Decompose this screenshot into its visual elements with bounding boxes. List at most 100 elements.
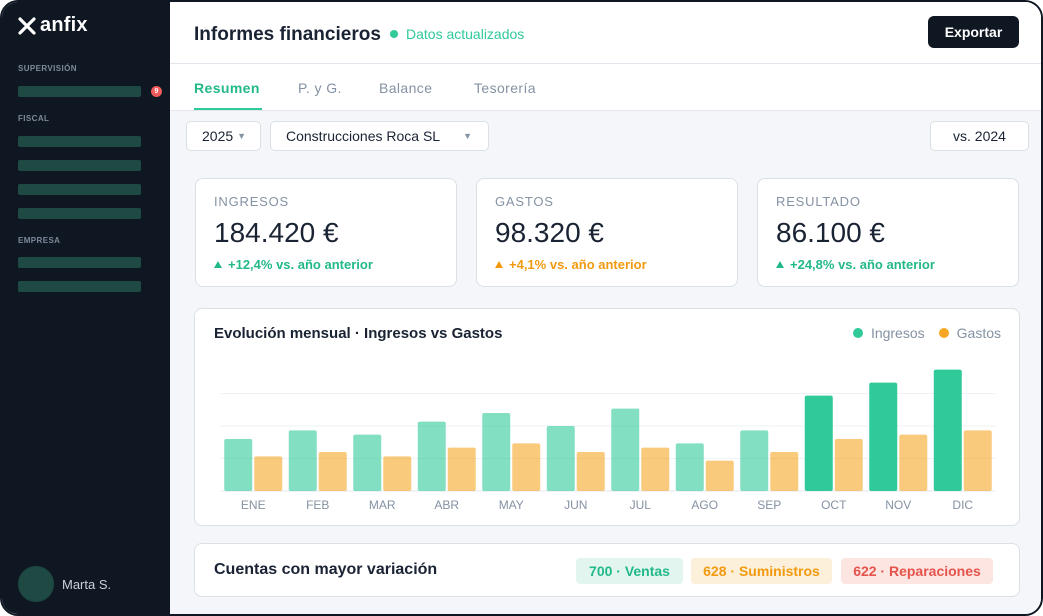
bar-gastos-may[interactable] — [512, 443, 541, 491]
sidebar-item-fiscal-2[interactable] — [18, 160, 141, 171]
bar-ingresos-ago[interactable] — [675, 443, 704, 491]
bar-ingresos-oct[interactable] — [804, 395, 833, 491]
kpi-value: 184.420 € — [214, 217, 339, 248]
bar-ingresos-sep[interactable] — [740, 430, 769, 491]
legend-dot-icon — [852, 328, 863, 338]
bar-gastos-nov[interactable] — [899, 434, 928, 491]
kpi-delta: +12,4% vs. año anterior — [214, 257, 373, 272]
nav-section-fiscal: FISCAL — [18, 114, 50, 123]
account-pill-suministros[interactable]: 628 · Suministros — [691, 558, 832, 584]
notification-badge: 9 — [151, 86, 162, 97]
avatar — [18, 566, 54, 602]
tab-tesoreria[interactable]: Tesorería — [474, 80, 536, 96]
status-indicator: Datos actualizados — [390, 26, 524, 42]
sidebar: anfix SUPERVISIÓN 9 FISCAL EMPRESA Marta… — [2, 2, 170, 614]
bar-ingresos-jun[interactable] — [546, 426, 575, 491]
year-select[interactable]: 2025 ▼ — [186, 121, 261, 151]
kpi-card-ingresos: INGRESOS 184.420 € +12,4% vs. año anteri… — [195, 178, 457, 287]
tab-pyg[interactable]: P. y G. — [298, 80, 342, 96]
bar-ingresos-jul[interactable] — [611, 408, 640, 491]
tab-bar: Resumen P. y G. Balance Tesorería — [170, 64, 1041, 111]
monthly-bar-chart: ENE FEB MAR ABR MAY JUN JUL AGO SEP OCT NOV DIC — [221, 369, 995, 512]
bar-ingresos-dic[interactable] — [933, 369, 962, 491]
bar-gastos-ene[interactable] — [254, 456, 283, 491]
x-tick-label: JUL — [630, 498, 652, 512]
kpi-label: GASTOS — [495, 194, 554, 209]
x-tick-label: FEB — [306, 498, 329, 512]
x-tick-label: MAY — [499, 498, 524, 512]
x-tick-label: JUN — [564, 498, 587, 512]
arrow-up-icon — [776, 261, 784, 268]
active-tab-indicator — [194, 108, 262, 110]
tab-resumen[interactable]: Resumen — [194, 80, 260, 96]
kpi-label: RESULTADO — [776, 194, 861, 209]
logo-text: anfix — [40, 14, 88, 36]
nav-section-empresa: EMPRESA — [18, 236, 61, 245]
x-tick-label: ENE — [241, 498, 266, 512]
chart-legend: Ingresos Gastos — [852, 325, 1001, 341]
x-tick-label: NOV — [885, 498, 911, 512]
x-tick-label: SEP — [757, 498, 781, 512]
legend-item-ingresos: Ingresos — [852, 325, 925, 341]
compare-select[interactable]: vs. 2024 — [930, 121, 1029, 151]
year-value: 2025 — [202, 128, 234, 144]
user-name: Marta S. — [62, 576, 112, 592]
bar-gastos-abr[interactable] — [447, 447, 476, 491]
legend-dot-icon — [938, 328, 949, 338]
bar-gastos-mar[interactable] — [383, 456, 412, 491]
top-bar: Informes financieros Datos actualizados … — [170, 2, 1041, 64]
tab-balance[interactable]: Balance — [379, 80, 433, 96]
status-text: Datos actualizados — [406, 26, 525, 42]
legend-item-gastos: Gastos — [938, 325, 1001, 341]
accounts-variation-card: Cuentas con mayor variación 700 · Ventas… — [194, 543, 1020, 597]
account-pill-reparaciones[interactable]: 622 · Reparaciones — [841, 558, 993, 584]
legend-label: Ingresos — [870, 325, 925, 341]
kpi-value: 86.100 € — [776, 217, 885, 248]
x-tick-label: AGO — [691, 498, 718, 512]
accounts-title: Cuentas con mayor variación — [214, 561, 438, 578]
status-dot-icon — [390, 30, 398, 38]
x-tick-label: DIC — [952, 498, 973, 512]
bar-ingresos-abr[interactable] — [417, 421, 446, 491]
kpi-value: 98.320 € — [495, 217, 604, 248]
kpi-label: INGRESOS — [214, 194, 290, 209]
main-content: Informes financieros Datos actualizados … — [170, 2, 1041, 614]
bar-gastos-dic[interactable] — [963, 430, 992, 491]
bar-gastos-jul[interactable] — [641, 447, 670, 491]
sidebar-item-fiscal-1[interactable] — [18, 136, 141, 147]
sidebar-item-supervision-1[interactable] — [18, 86, 141, 97]
bar-ingresos-nov[interactable] — [869, 382, 898, 491]
account-pill-ventas[interactable]: 700 · Ventas — [576, 558, 683, 584]
x-tick-label: OCT — [821, 498, 847, 512]
user-profile[interactable]: Marta S. — [18, 566, 111, 602]
kpi-delta-text: +12,4% vs. año anterior — [228, 257, 373, 272]
bar-gastos-feb[interactable] — [318, 452, 347, 491]
sidebar-item-fiscal-4[interactable] — [18, 208, 141, 219]
company-value: Construcciones Roca SL — [286, 128, 441, 144]
chart-title: Evolución mensual · Ingresos vs Gastos — [214, 325, 503, 342]
anfix-x-icon — [18, 16, 36, 35]
sidebar-item-empresa-2[interactable] — [18, 281, 141, 292]
arrow-up-icon — [495, 261, 503, 268]
chevron-down-icon: ▼ — [237, 131, 247, 141]
export-button[interactable]: Exportar — [928, 16, 1019, 48]
company-select[interactable]: Construcciones Roca SL ▼ — [270, 121, 489, 151]
bar-gastos-ago[interactable] — [705, 460, 734, 491]
sidebar-item-fiscal-3[interactable] — [18, 184, 141, 195]
logo[interactable]: anfix — [18, 14, 88, 37]
bar-ingresos-may[interactable] — [482, 413, 511, 491]
bar-gastos-sep[interactable] — [770, 452, 799, 491]
sidebar-item-empresa-1[interactable] — [18, 257, 141, 268]
monthly-chart-card: ENE FEB MAR ABR MAY JUN JUL AGO SEP OCT NOV DIC Evo… — [194, 308, 1020, 526]
bar-gastos-oct[interactable] — [834, 439, 863, 491]
chevron-down-icon: ▼ — [463, 131, 472, 141]
nav-section-supervision: SUPERVISIÓN — [18, 64, 77, 73]
kpi-card-gastos: GASTOS 98.320 € +4,1% vs. año anterior — [476, 178, 738, 287]
kpi-delta: +24,8% vs. año anterior — [776, 257, 935, 272]
bar-ingresos-ene[interactable] — [224, 439, 253, 491]
bar-ingresos-feb[interactable] — [288, 430, 317, 491]
bar-ingresos-mar[interactable] — [353, 434, 382, 491]
bar-gastos-jun[interactable] — [576, 452, 605, 491]
kpi-delta-text: +24,8% vs. año anterior — [790, 257, 935, 272]
